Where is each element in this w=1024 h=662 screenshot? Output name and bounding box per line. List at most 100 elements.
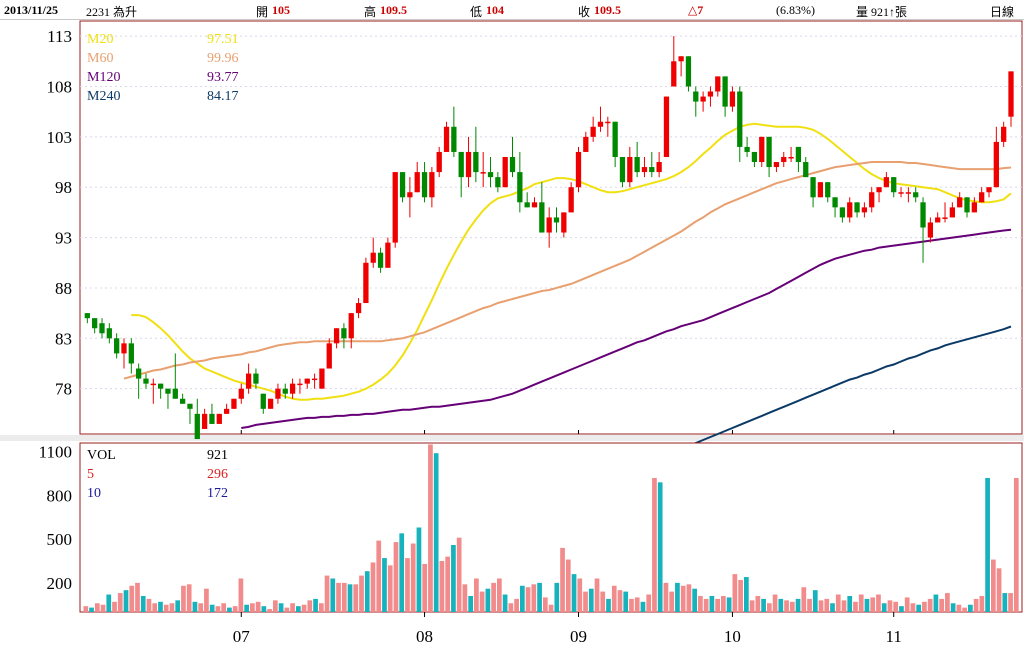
volume-bar <box>439 561 445 612</box>
candle <box>575 146 582 193</box>
candle <box>663 96 670 157</box>
volume-bar <box>910 603 916 612</box>
candle <box>810 177 816 208</box>
candle-body <box>179 398 186 404</box>
candle <box>876 187 882 203</box>
volume-bar <box>215 606 221 612</box>
candle-body <box>194 413 200 440</box>
candle <box>847 197 853 223</box>
volume-bar <box>542 597 548 612</box>
volume-bar <box>887 600 893 612</box>
candle <box>744 136 750 157</box>
candle-body <box>121 343 127 354</box>
candle-body <box>729 91 736 107</box>
candle <box>539 182 545 233</box>
volume-bar <box>192 601 198 612</box>
volume-bar <box>525 587 531 612</box>
candle-body <box>825 182 831 198</box>
volume-bar <box>186 584 192 612</box>
candle <box>216 413 222 424</box>
candle-body <box>649 167 655 173</box>
volume-bar <box>272 600 278 612</box>
candle-body <box>766 136 772 168</box>
volume-bar <box>726 597 732 612</box>
candle <box>465 136 472 188</box>
volume-bar <box>519 585 525 612</box>
period-label[interactable]: 日線 <box>990 5 1015 19</box>
candle-body <box>810 177 816 198</box>
candle <box>693 86 699 117</box>
candle <box>957 192 963 208</box>
volume-bar <box>364 571 370 612</box>
candle <box>157 383 164 399</box>
volume-bar <box>405 558 410 612</box>
volume-bar <box>818 600 824 612</box>
candle <box>795 146 802 173</box>
candle-body <box>436 151 442 173</box>
volume-bar <box>876 594 881 612</box>
candle-body <box>429 172 435 198</box>
close-label: 收 <box>578 5 591 19</box>
candle-body <box>553 217 560 223</box>
volume-bar <box>336 582 341 612</box>
candle-body <box>106 328 112 339</box>
candle-body <box>495 177 501 188</box>
candle-body <box>832 197 838 208</box>
volume-bar <box>94 603 100 612</box>
candle <box>179 393 186 404</box>
vol-legend-ma10-value: 172 <box>207 486 228 501</box>
volume-bar <box>772 594 778 612</box>
price-tick-label: 93 <box>55 229 72 248</box>
candle-body <box>619 156 626 183</box>
candle <box>854 202 860 218</box>
volume-bar <box>474 578 479 612</box>
candle-body <box>326 343 332 369</box>
candle <box>524 192 530 208</box>
ma-legend-m60-value: 99.96 <box>207 51 239 66</box>
volume-bar <box>979 595 985 612</box>
candle <box>641 156 648 178</box>
candle <box>451 106 457 157</box>
candle <box>194 398 200 440</box>
candle <box>612 121 618 168</box>
volume-tick-label: 500 <box>47 530 73 549</box>
volume-bar <box>801 587 807 612</box>
volume-bar <box>600 591 606 612</box>
candle <box>363 257 369 304</box>
volume-bar <box>497 578 502 612</box>
candle-body <box>377 252 384 268</box>
volume-bar <box>824 598 830 612</box>
candle-body <box>319 368 325 389</box>
candle <box>553 207 560 233</box>
candle-body <box>759 136 765 163</box>
candle <box>201 408 208 429</box>
candle-body <box>795 146 802 163</box>
volume-bar <box>169 603 175 612</box>
candle-body <box>964 197 970 213</box>
candle-body <box>297 383 303 386</box>
candle-body <box>861 207 868 213</box>
candle <box>370 237 376 268</box>
volume-bar <box>657 482 663 612</box>
volume-bar <box>451 544 456 612</box>
vol-legend-ma5-name: 5 <box>87 467 94 482</box>
candle-body <box>957 197 963 208</box>
candle <box>223 403 230 414</box>
volume-bar <box>123 590 129 612</box>
candle-body <box>781 156 787 163</box>
candle <box>429 167 435 208</box>
candle-body <box>905 192 912 194</box>
volume-bar <box>629 598 634 612</box>
ma-line-m120 <box>241 228 1012 429</box>
volume-bar <box>382 558 387 612</box>
volume-bar <box>387 565 393 612</box>
candle <box>260 393 266 414</box>
candle <box>414 162 420 193</box>
candle <box>869 187 875 213</box>
volume-bar <box>508 603 514 612</box>
candle <box>685 56 692 92</box>
candle-body <box>443 126 450 152</box>
volume-bar <box>468 595 473 612</box>
change-percent: (6.83%) <box>776 3 815 17</box>
